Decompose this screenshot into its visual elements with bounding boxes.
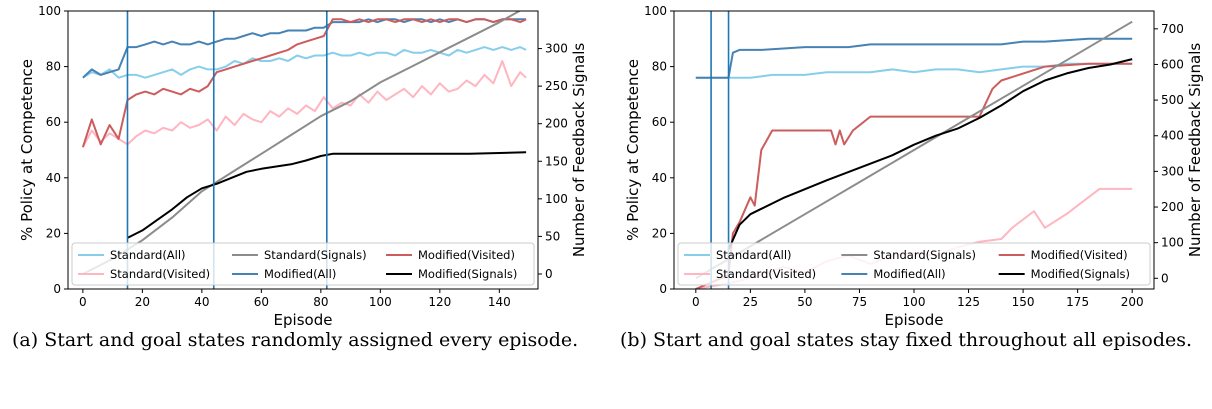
x-tick-label: 120 bbox=[428, 295, 451, 309]
legend-label: Modified(Visited) bbox=[418, 248, 515, 262]
legend-label: Standard(Visited) bbox=[716, 267, 816, 281]
legend-label: Standard(Visited) bbox=[110, 267, 210, 281]
legend bbox=[71, 242, 535, 286]
y2-tick-label: 600 bbox=[1161, 57, 1184, 71]
x-tick-label: 80 bbox=[313, 295, 328, 309]
x-tick-label: 150 bbox=[1012, 295, 1035, 309]
series-line-modified-all bbox=[695, 37, 1133, 79]
y-tick-label: 60 bbox=[46, 115, 61, 129]
x-tick-label: 175 bbox=[1066, 295, 1089, 309]
y2-axis-label: Number of Feedback Signals bbox=[1186, 43, 1204, 258]
x-tick-label: 25 bbox=[743, 295, 758, 309]
legend-label: Modified(Visited) bbox=[1031, 248, 1128, 262]
y2-tick-label: 500 bbox=[1161, 93, 1184, 107]
x-tick-label: 0 bbox=[79, 295, 87, 309]
y2-tick-label: 250 bbox=[545, 79, 568, 93]
x-tick-label: 100 bbox=[369, 295, 392, 309]
x-axis-label: Episode bbox=[885, 311, 944, 329]
y-tick-label: 60 bbox=[652, 115, 667, 129]
y2-tick-label: 300 bbox=[545, 42, 568, 56]
x-tick-label: 200 bbox=[1121, 295, 1144, 309]
legend-label: Standard(Signals) bbox=[873, 248, 976, 262]
x-tick-label: 100 bbox=[903, 295, 926, 309]
x-tick-label: 20 bbox=[135, 295, 150, 309]
y-tick-label: 0 bbox=[53, 282, 61, 296]
y2-tick-label: 400 bbox=[1161, 129, 1184, 143]
legend-label: Modified(Signals) bbox=[1031, 267, 1130, 281]
plot-area bbox=[81, 11, 527, 275]
caption-b: (b) Start and goal states stay fixed thr… bbox=[620, 329, 1193, 351]
chart-a: 0 20 40 60 80 100 120 140 0 20 40 60 80 100 0 50 100 150 2… bbox=[18, 4, 588, 329]
y2-tick-label: 100 bbox=[1161, 236, 1184, 250]
axes-frame bbox=[67, 10, 539, 290]
legend bbox=[677, 242, 1151, 286]
chart-b: 0 25 50 75 100 125 150 175 200 0 20 40 60 80 100 0 100 20… bbox=[624, 4, 1204, 329]
series-line-standard-all bbox=[82, 46, 527, 79]
x-tick-label: 140 bbox=[488, 295, 511, 309]
y-tick-label: 20 bbox=[46, 226, 61, 240]
y-tick-label: 40 bbox=[652, 171, 667, 185]
y-tick-label: 0 bbox=[659, 282, 667, 296]
series-line-modified-signals bbox=[727, 58, 1133, 251]
y-tick-label: 20 bbox=[652, 226, 667, 240]
legend-label: Standard(All) bbox=[110, 248, 186, 262]
y2-tick-label: 200 bbox=[545, 117, 568, 131]
y2-tick-label: 100 bbox=[545, 192, 568, 206]
y2-tick-label: 50 bbox=[545, 229, 560, 243]
y2-tick-label: 150 bbox=[545, 154, 568, 168]
x-tick-label: 75 bbox=[852, 295, 867, 309]
legend-label: Standard(All) bbox=[716, 248, 792, 262]
chart-panel-b: 0 25 50 75 100 125 150 175 200 0 20 40 60 80 100 0 100 20… bbox=[606, 0, 1212, 334]
series-line-standard-visited bbox=[82, 60, 527, 148]
legend-label: Modified(Signals) bbox=[418, 267, 517, 281]
series-line-standard-signals bbox=[82, 11, 522, 275]
series-line-modified-all bbox=[82, 18, 527, 79]
x-tick-label: 60 bbox=[254, 295, 269, 309]
y2-tick-label: 0 bbox=[1161, 271, 1169, 285]
legend-label: Standard(Signals) bbox=[264, 248, 367, 262]
chart-panel-a: 0 20 40 60 80 100 120 140 0 20 40 60 80 100 0 50 100 150 2… bbox=[0, 0, 606, 334]
series-line-modified-signals bbox=[127, 151, 527, 239]
series-line-modified-visited bbox=[695, 62, 1133, 289]
y2-axis-label: Number of Feedback Signals bbox=[570, 43, 588, 258]
y-tick-label: 40 bbox=[46, 171, 61, 185]
y-axis-label: % Policy at Competence bbox=[624, 59, 642, 241]
y-tick-label: 80 bbox=[46, 60, 61, 74]
caption-a: (a) Start and goal states randomly assig… bbox=[12, 329, 579, 351]
series-line-modified-visited bbox=[81, 18, 527, 148]
y2-tick-label: 700 bbox=[1161, 22, 1184, 36]
y2-tick-label: 0 bbox=[545, 267, 553, 281]
x-tick-label: 125 bbox=[957, 295, 980, 309]
x-tick-label: 50 bbox=[797, 295, 812, 309]
x-tick-label: 0 bbox=[692, 295, 700, 309]
y-tick-label: 100 bbox=[644, 4, 667, 18]
legend-label: Modified(All) bbox=[264, 267, 336, 281]
x-tick-label: 40 bbox=[194, 295, 209, 309]
y2-tick-label: 200 bbox=[1161, 200, 1184, 214]
y-tick-label: 100 bbox=[38, 4, 61, 18]
y-tick-label: 80 bbox=[652, 60, 667, 74]
y2-tick-label: 300 bbox=[1161, 164, 1184, 178]
series-line-standard-signals bbox=[695, 20, 1133, 280]
x-axis-label: Episode bbox=[274, 311, 333, 329]
y-axis-label: % Policy at Competence bbox=[18, 59, 36, 241]
legend-label: Modified(All) bbox=[873, 267, 945, 281]
